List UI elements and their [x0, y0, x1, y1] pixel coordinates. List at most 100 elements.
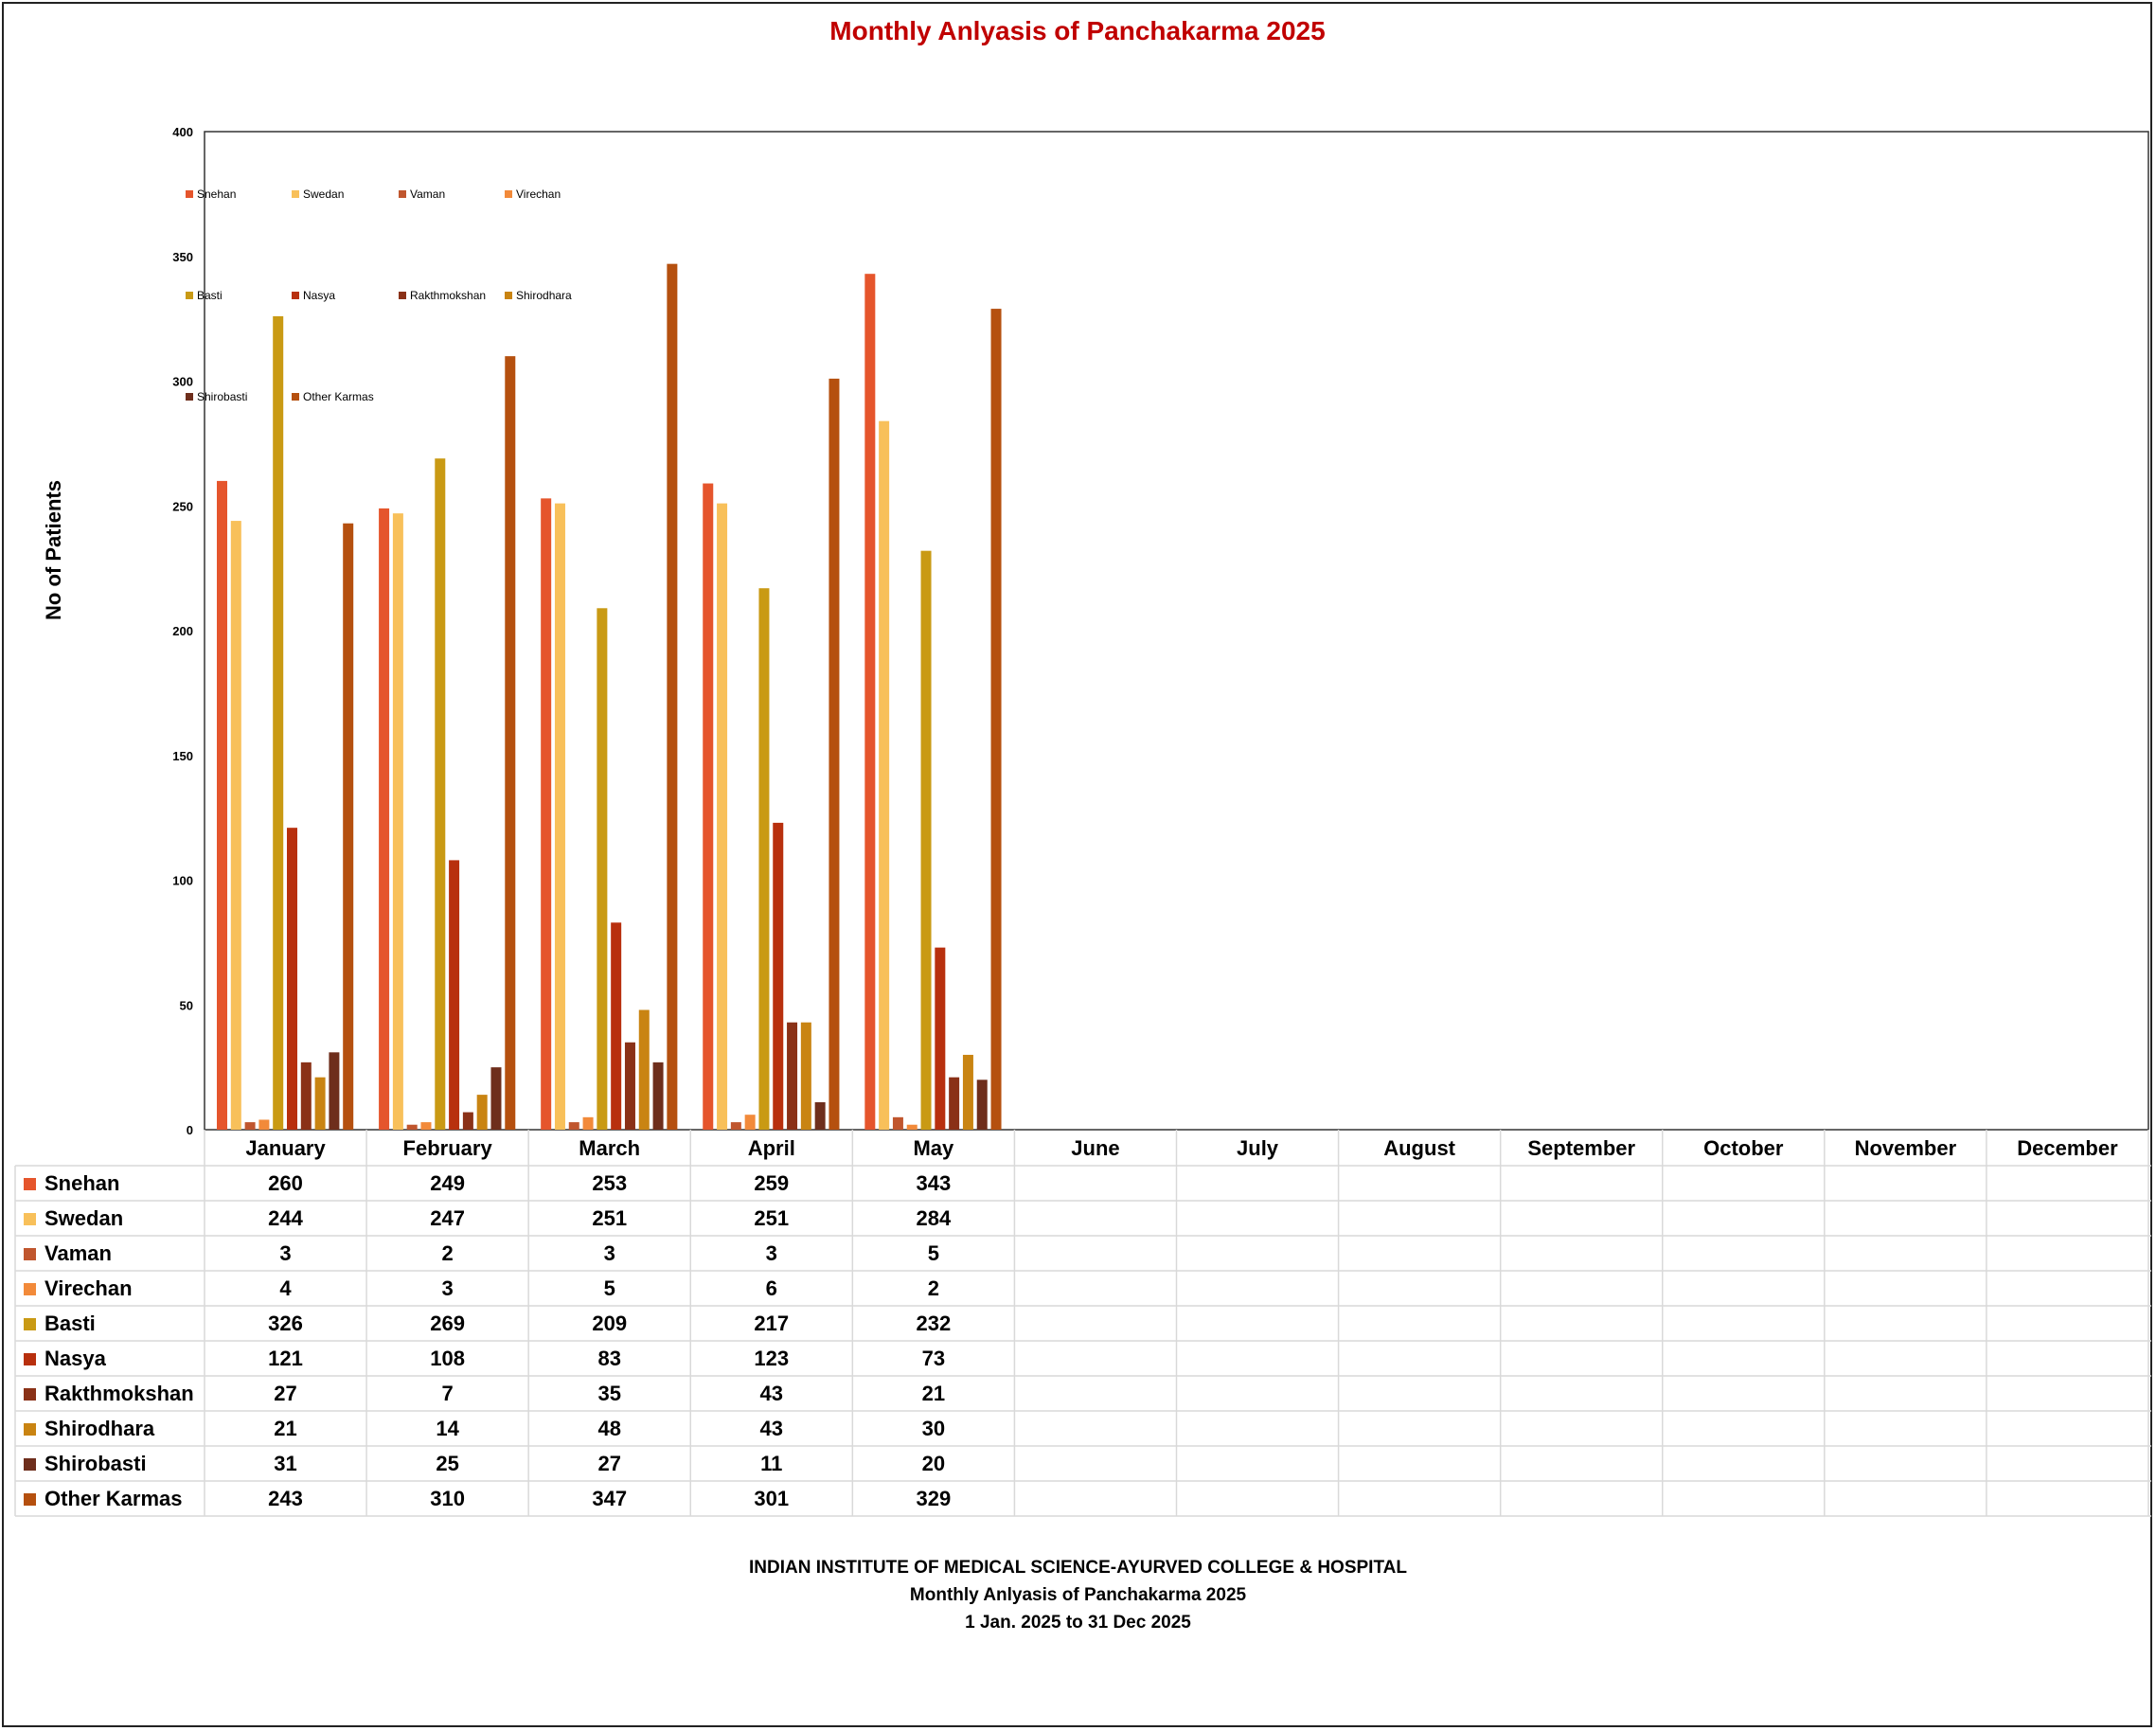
y-tick-label: 100: [172, 874, 193, 888]
footer-subtitle: Monthly Anlyasis of Panchakarma 2025: [909, 1585, 1247, 1605]
bar-rakthmokshan-april: [787, 1022, 798, 1130]
legend-label: Rakthmokshan: [410, 289, 486, 302]
bar-vaman-march: [568, 1122, 579, 1130]
data-label: 25: [436, 1452, 458, 1475]
legend-label: Shirobasti: [197, 390, 247, 403]
data-label: 329: [917, 1487, 952, 1510]
data-label: 43: [760, 1382, 783, 1405]
data-label: 209: [592, 1312, 627, 1335]
y-tick-label: 350: [172, 250, 193, 264]
x-tick-label: March: [579, 1136, 640, 1160]
bar-other-karmas-may: [990, 309, 1002, 1131]
legend-swatch: [186, 393, 193, 401]
bar-rakthmokshan-january: [300, 1062, 312, 1130]
y-axis-label: No of Patients: [42, 480, 65, 620]
data-label: 3: [279, 1241, 291, 1265]
data-label: 243: [268, 1487, 303, 1510]
data-label: 35: [597, 1382, 620, 1405]
legend-swatch: [292, 292, 299, 299]
legend-label: Virechan: [516, 187, 561, 201]
bar-shirodhara-january: [314, 1077, 326, 1130]
data-label: 21: [274, 1417, 296, 1440]
y-tick-label: 250: [172, 499, 193, 513]
bar-virechan-february: [420, 1122, 432, 1130]
data-label: 14: [436, 1417, 459, 1440]
x-tick-label: May: [913, 1136, 954, 1160]
bar-basti-april: [758, 588, 770, 1130]
table-row-label: Vaman: [45, 1241, 112, 1265]
data-label: 20: [922, 1452, 945, 1475]
bar-nasya-april: [773, 822, 784, 1130]
x-tick-label: February: [403, 1136, 493, 1160]
table-row-label: Nasya: [45, 1347, 107, 1370]
bar-shirodhara-april: [800, 1022, 811, 1130]
bar-other-karmas-april: [829, 378, 840, 1130]
data-label: 343: [917, 1171, 952, 1195]
data-label: 73: [922, 1347, 945, 1370]
data-label: 121: [268, 1347, 303, 1370]
bar-rakthmokshan-may: [949, 1077, 960, 1130]
data-label: 326: [268, 1312, 303, 1335]
y-tick-label: 400: [172, 125, 193, 139]
table-row-label: Rakthmokshan: [45, 1382, 194, 1405]
bar-swedan-february: [392, 513, 403, 1130]
y-tick-label: 300: [172, 375, 193, 389]
data-label: 347: [592, 1487, 627, 1510]
data-label: 253: [592, 1171, 627, 1195]
x-tick-label: April: [748, 1136, 795, 1160]
x-tick-label: November: [1855, 1136, 1957, 1160]
bar-shirodhara-march: [638, 1009, 650, 1130]
table-legend-swatch: [24, 1318, 36, 1330]
legend-swatch: [505, 190, 512, 198]
data-label: 259: [754, 1171, 789, 1195]
data-label: 260: [268, 1171, 303, 1195]
legend-label: Basti: [197, 289, 223, 302]
footer-date-range: 1 Jan. 2025 to 31 Dec 2025: [965, 1613, 1191, 1633]
y-tick-label: 200: [172, 624, 193, 638]
data-label: 4: [279, 1276, 292, 1300]
plot-area: [204, 131, 2149, 1131]
table-legend-swatch: [24, 1423, 36, 1436]
bar-virechan-april: [744, 1115, 756, 1130]
bar-snehan-march: [541, 498, 552, 1130]
bar-snehan-april: [703, 483, 714, 1130]
legend-swatch: [399, 292, 406, 299]
bar-vaman-february: [406, 1124, 418, 1130]
bar-nasya-march: [611, 922, 622, 1130]
legend-label: Shirodhara: [516, 289, 572, 302]
bar-nasya-february: [449, 860, 460, 1130]
data-label: 43: [760, 1417, 783, 1440]
data-label: 3: [604, 1241, 615, 1265]
bar-shirobasti-february: [490, 1067, 502, 1130]
bar-virechan-january: [258, 1119, 270, 1130]
bar-shirobasti-march: [652, 1062, 664, 1130]
bar-other-karmas-march: [667, 263, 678, 1130]
x-tick-label: June: [1071, 1136, 1119, 1160]
data-label: 2: [928, 1276, 939, 1300]
bar-other-karmas-february: [505, 356, 516, 1130]
chart-title: Monthly Anlyasis of Panchakarma 2025: [829, 16, 1325, 45]
footer-institute: INDIAN INSTITUTE OF MEDICAL SCIENCE-AYUR…: [749, 1558, 1407, 1578]
bar-snehan-january: [217, 480, 227, 1130]
legend-swatch: [399, 190, 406, 198]
legend-swatch: [505, 292, 512, 299]
bar-nasya-may: [935, 947, 946, 1130]
table-row-label: Swedan: [45, 1206, 123, 1230]
legend-label: Vaman: [410, 187, 445, 201]
data-label: 21: [922, 1382, 945, 1405]
y-tick-label: 50: [180, 998, 193, 1012]
data-label: 247: [430, 1206, 465, 1230]
bar-snehan-february: [379, 508, 390, 1130]
bar-vaman-april: [730, 1122, 741, 1130]
data-label: 7: [442, 1382, 454, 1405]
data-label: 27: [597, 1452, 620, 1475]
data-label: 217: [754, 1312, 789, 1335]
table-row-label: Virechan: [45, 1276, 133, 1300]
data-label: 244: [268, 1206, 303, 1230]
bar-basti-january: [273, 315, 284, 1130]
bar-virechan-march: [582, 1116, 594, 1130]
bar-virechan-may: [906, 1124, 918, 1130]
bar-shirobasti-may: [976, 1080, 988, 1130]
x-tick-label: August: [1383, 1136, 1455, 1160]
